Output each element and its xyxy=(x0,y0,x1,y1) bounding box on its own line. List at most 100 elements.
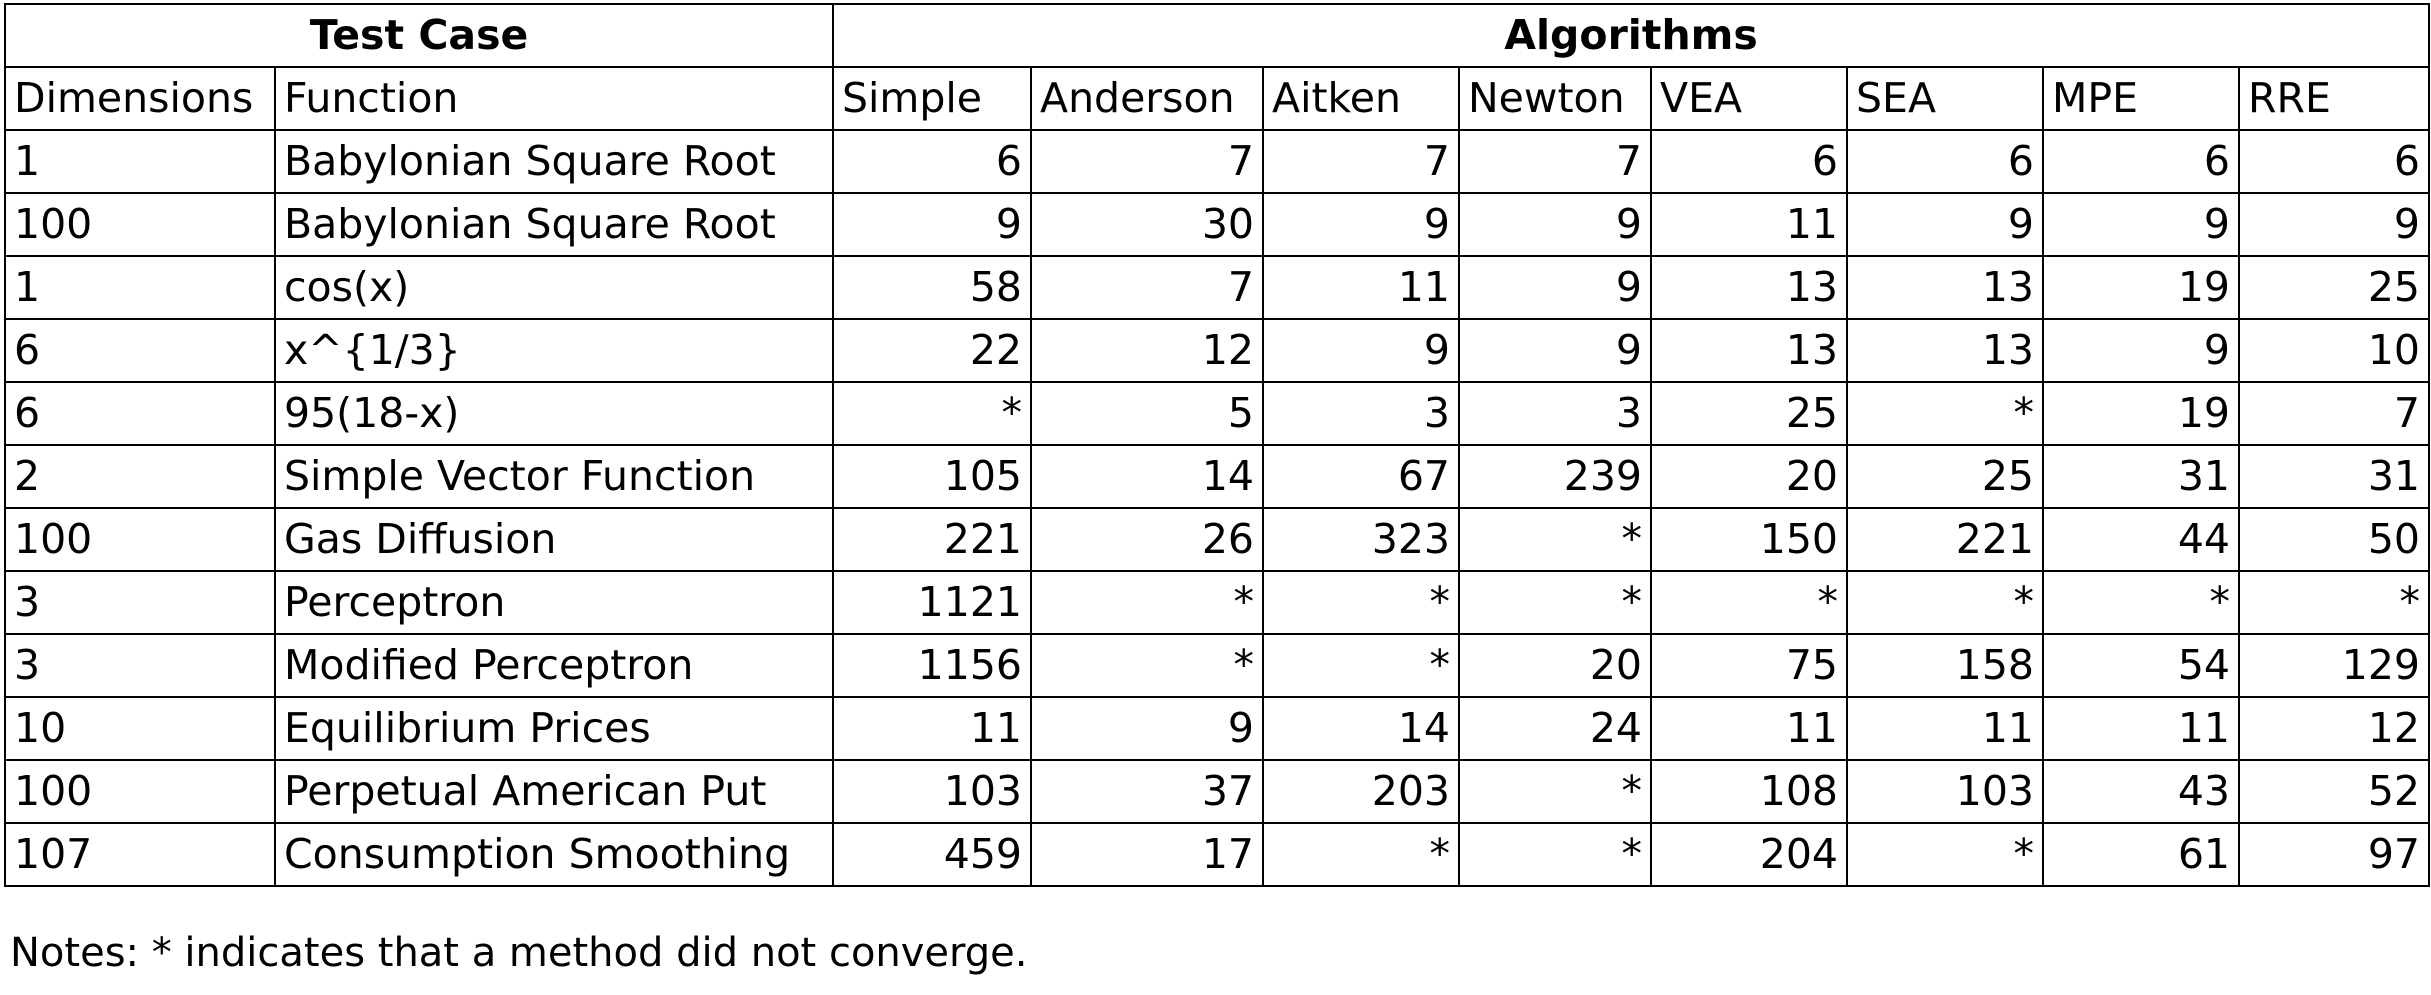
iteration-count-cell: 6 xyxy=(1650,129,1849,194)
group-header-row: Test Case Algorithms xyxy=(3,3,2431,68)
function-cell: Babylonian Square Root xyxy=(273,129,835,194)
iteration-count-cell: 20 xyxy=(1458,633,1653,698)
iteration-count-cell: * xyxy=(2238,570,2431,635)
dimensions-cell: 6 xyxy=(4,318,276,383)
iteration-count-cell: 6 xyxy=(2238,129,2431,194)
iteration-count-cell: 6 xyxy=(1846,129,2045,194)
iteration-count-cell: 11 xyxy=(832,696,1033,761)
iteration-count-cell: 5 xyxy=(1030,381,1265,446)
iteration-count-cell: 7 xyxy=(1458,129,1653,194)
iteration-count-cell: 26 xyxy=(1030,507,1265,572)
iteration-count-cell: 9 xyxy=(1458,192,1653,257)
iteration-count-cell: 150 xyxy=(1650,507,1849,572)
table-row: 107 Consumption Smoothing 459 17 * * 204 * 61 97 xyxy=(4,822,2431,887)
iteration-count-cell: 54 xyxy=(2042,633,2241,698)
dimensions-cell: 100 xyxy=(4,507,276,572)
iteration-count-cell: * xyxy=(1650,570,1849,635)
iteration-count-cell: 129 xyxy=(2238,633,2431,698)
iteration-count-cell: 37 xyxy=(1030,759,1265,824)
column-header-row: Dimensions Function Simple Anderson Aitk… xyxy=(4,66,2431,131)
table-row: 100 Gas Diffusion 221 26 323 * 150 221 44 50 xyxy=(4,507,2431,572)
iteration-count-cell: 3 xyxy=(1262,381,1461,446)
iteration-count-cell: 22 xyxy=(832,318,1033,383)
function-cell: Modified Perceptron xyxy=(273,633,835,698)
iteration-count-cell: 31 xyxy=(2238,444,2431,509)
dimensions-cell: 100 xyxy=(4,192,276,257)
dimensions-cell: 3 xyxy=(4,633,276,698)
column-header-sea: SEA xyxy=(1846,66,2045,131)
column-header-dimensions: Dimensions xyxy=(4,66,276,131)
iteration-count-cell: 11 xyxy=(1262,255,1461,320)
iteration-count-cell: 11 xyxy=(1650,192,1849,257)
function-cell: Gas Diffusion xyxy=(273,507,835,572)
iteration-count-cell: 108 xyxy=(1650,759,1849,824)
iteration-count-cell: 9 xyxy=(1846,192,2045,257)
iteration-count-cell: 158 xyxy=(1846,633,2045,698)
iteration-count-cell: * xyxy=(1846,381,2045,446)
column-header-vea: VEA xyxy=(1650,66,1849,131)
iteration-count-cell: 11 xyxy=(1846,696,2045,761)
table-row: 1 Babylonian Square Root 6 7 7 7 6 6 6 6 xyxy=(4,129,2431,194)
iteration-count-cell: 12 xyxy=(2238,696,2431,761)
function-cell: cos(x) xyxy=(273,255,835,320)
column-header-newton: Newton xyxy=(1458,66,1653,131)
iteration-count-cell: 14 xyxy=(1262,696,1461,761)
iteration-count-cell: 7 xyxy=(1030,255,1265,320)
iteration-count-cell: 6 xyxy=(832,129,1033,194)
iteration-count-cell: 1156 xyxy=(832,633,1033,698)
iteration-count-cell: 7 xyxy=(1262,129,1461,194)
table-row: 100 Babylonian Square Root 9 30 9 9 11 9 9 9 xyxy=(4,192,2431,257)
iteration-count-cell: * xyxy=(832,381,1033,446)
iteration-count-cell: 1121 xyxy=(832,570,1033,635)
iteration-count-cell: 31 xyxy=(2042,444,2241,509)
iteration-count-cell: 13 xyxy=(1650,318,1849,383)
column-header-mpe: MPE xyxy=(2042,66,2241,131)
iteration-count-cell: 6 xyxy=(2042,129,2241,194)
iteration-count-cell: 239 xyxy=(1458,444,1653,509)
iteration-count-cell: 13 xyxy=(1650,255,1849,320)
iteration-count-cell: 67 xyxy=(1262,444,1461,509)
iteration-count-cell: * xyxy=(1458,759,1653,824)
column-header-simple: Simple xyxy=(832,66,1033,131)
iteration-count-cell: * xyxy=(1458,570,1653,635)
table-row: 2 Simple Vector Function 105 14 67 239 20 25 31 3… xyxy=(4,444,2431,509)
iteration-count-cell: 9 xyxy=(1458,255,1653,320)
iteration-count-cell: 25 xyxy=(2238,255,2431,320)
column-header-aitken: Aitken xyxy=(1262,66,1461,131)
column-header-function: Function xyxy=(273,66,835,131)
table-row: 3 Modified Perceptron 1156 * * 20 75 158 54 129 xyxy=(4,633,2431,698)
function-cell: 95(18-x) xyxy=(273,381,835,446)
iteration-count-cell: 9 xyxy=(832,192,1033,257)
iteration-count-cell: 75 xyxy=(1650,633,1849,698)
iteration-count-cell: 459 xyxy=(832,822,1033,887)
dimensions-cell: 3 xyxy=(4,570,276,635)
iteration-count-cell: * xyxy=(1262,633,1461,698)
iteration-count-cell: 103 xyxy=(1846,759,2045,824)
iteration-count-cell: 58 xyxy=(832,255,1033,320)
iteration-count-cell: 30 xyxy=(1030,192,1265,257)
table-row: 6 95(18-x) * 5 3 3 25 * 19 7 xyxy=(4,381,2431,446)
iteration-count-cell: 11 xyxy=(2042,696,2241,761)
function-cell: Perpetual American Put xyxy=(273,759,835,824)
iteration-count-cell: 44 xyxy=(2042,507,2241,572)
iteration-count-cell: 9 xyxy=(1262,318,1461,383)
function-cell: Babylonian Square Root xyxy=(273,192,835,257)
iteration-count-cell: 10 xyxy=(2238,318,2431,383)
iteration-count-cell: 97 xyxy=(2238,822,2431,887)
iteration-count-cell: 9 xyxy=(1458,318,1653,383)
iteration-count-cell: 221 xyxy=(832,507,1033,572)
dimensions-cell: 6 xyxy=(4,381,276,446)
iteration-count-cell: * xyxy=(1846,570,2045,635)
iteration-count-cell: 25 xyxy=(1846,444,2045,509)
table-row: 10 Equilibrium Prices 11 9 14 24 11 11 11 12 xyxy=(4,696,2431,761)
iteration-count-cell: 7 xyxy=(1030,129,1265,194)
table-notes: Notes: * indicates that a method did not… xyxy=(10,930,1028,976)
iteration-count-cell: 204 xyxy=(1650,822,1849,887)
iteration-count-cell: 50 xyxy=(2238,507,2431,572)
dimensions-cell: 1 xyxy=(4,255,276,320)
iteration-count-cell: 9 xyxy=(1030,696,1265,761)
iteration-count-cell: * xyxy=(1262,822,1461,887)
dimensions-cell: 107 xyxy=(4,822,276,887)
results-table: Test Case Algorithms Dimensions Function… xyxy=(3,3,2431,887)
